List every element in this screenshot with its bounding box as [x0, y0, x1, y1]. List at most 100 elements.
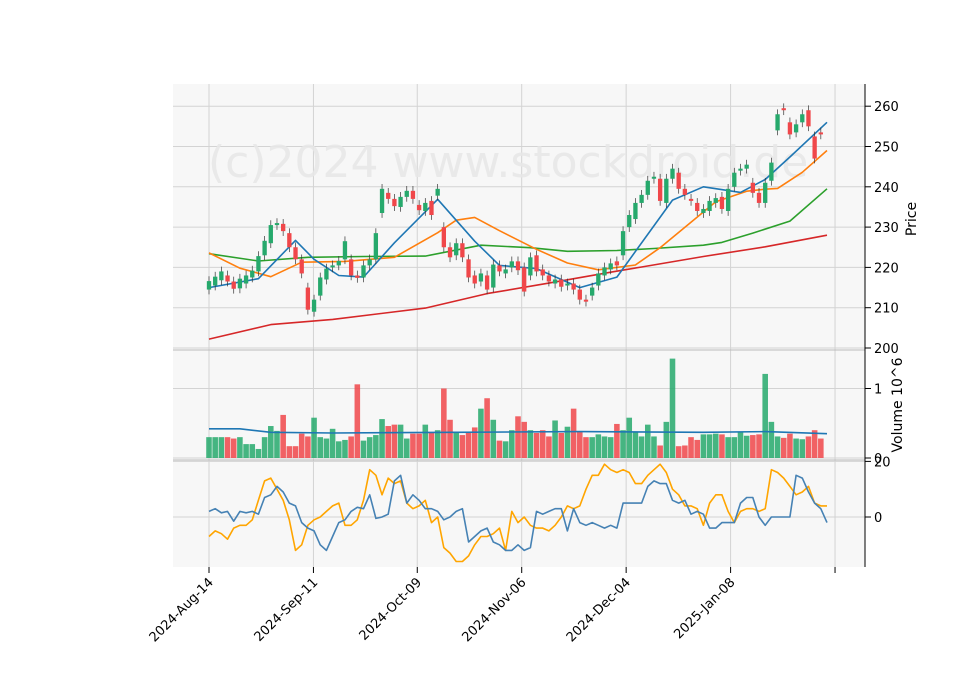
price-tick-label: 240	[874, 181, 899, 196]
volume-bar	[688, 437, 694, 458]
candle-body	[695, 202, 700, 211]
candle-body	[738, 168, 743, 171]
volume-bar	[212, 437, 218, 458]
volume-bar	[620, 430, 626, 458]
candle-body	[571, 283, 576, 290]
candle-body	[447, 247, 453, 258]
candle-body	[528, 257, 533, 276]
candle-body	[466, 259, 471, 278]
candle-body	[552, 279, 558, 284]
volume-bar	[465, 431, 472, 458]
candle-body	[559, 279, 564, 287]
candle-body	[318, 277, 323, 296]
candle-body	[596, 273, 601, 286]
candle-body	[491, 264, 496, 288]
volume-bar	[366, 437, 373, 458]
volume-bar	[416, 433, 422, 458]
candle-body	[732, 172, 737, 187]
candle-body	[614, 261, 620, 266]
candle-body	[577, 289, 582, 300]
candle-body	[398, 196, 403, 207]
volume-bar	[447, 419, 453, 458]
volume-bar	[694, 439, 701, 458]
candle-body	[602, 267, 607, 276]
volume-bar	[453, 432, 459, 458]
volume-bar	[675, 446, 682, 458]
volume-bar	[391, 424, 398, 458]
volume-bar	[292, 446, 299, 458]
volume-bar	[348, 436, 354, 458]
candle-body	[392, 198, 397, 207]
ma-slow-line	[208, 188, 828, 262]
volume-bar	[712, 433, 719, 458]
candle-body	[793, 124, 799, 133]
price-tick-label: 260	[874, 100, 899, 115]
candle-body	[484, 275, 490, 290]
volume-bar	[268, 426, 274, 458]
volume-bar	[762, 373, 768, 458]
volume-bar	[768, 421, 775, 458]
volume-bar	[342, 439, 348, 458]
volume-bar	[750, 435, 756, 458]
candle-body	[472, 275, 477, 284]
candle-body	[225, 275, 230, 282]
candle-body	[361, 265, 366, 278]
volume-bar	[539, 430, 546, 458]
price-tick-label: 210	[874, 302, 899, 317]
candle-body	[373, 233, 379, 260]
volume-bar	[607, 437, 614, 458]
candlesticks	[206, 103, 823, 317]
volume-bar	[274, 430, 280, 458]
candle-body	[231, 281, 236, 289]
volume-bar	[570, 408, 577, 458]
candle-body	[287, 233, 292, 248]
volume-bar	[441, 388, 447, 458]
candle-body	[429, 200, 434, 216]
volume-bar	[230, 438, 237, 458]
x-tick-label: 2025-Jan-08	[671, 575, 738, 642]
price-axis-label: Price	[904, 202, 920, 236]
volume-axis-label: Volume 10^6	[890, 357, 906, 452]
volume-bar	[224, 437, 231, 458]
volume-bar	[614, 423, 620, 458]
candle-body	[478, 273, 484, 282]
oscillator-main-line	[208, 474, 828, 552]
candle-body	[645, 180, 650, 195]
candle-body	[651, 176, 657, 179]
volume-bar	[583, 437, 589, 458]
volume-bar	[311, 417, 317, 458]
candle-body	[546, 275, 552, 282]
volume-bar	[478, 408, 484, 458]
oscillator-lines	[208, 463, 828, 563]
candle-body	[522, 267, 527, 292]
volume-bar	[255, 448, 262, 458]
volume-bar	[626, 417, 633, 458]
candle-body	[305, 287, 311, 310]
price-tick-label: 200	[874, 342, 899, 357]
candle-body	[701, 208, 706, 213]
candle-body	[812, 136, 817, 159]
candle-body	[676, 172, 681, 189]
volume-bar	[305, 436, 311, 458]
volume-bar	[410, 433, 416, 458]
volume-tick-label: 1	[874, 383, 882, 398]
volume-bar	[459, 435, 466, 458]
candle-body	[750, 182, 756, 193]
osc-tick-label: 20	[874, 455, 891, 470]
candle-body	[237, 278, 243, 289]
volume-bar	[471, 427, 478, 458]
candle-body	[608, 263, 613, 270]
volume-bar	[601, 436, 608, 458]
volume-bar	[385, 426, 392, 458]
candle-body	[627, 215, 632, 228]
candle-body	[299, 259, 304, 274]
candle-body	[589, 287, 595, 296]
watermark: (c)2024 www.stockdroid.de	[208, 137, 808, 188]
candle-body	[540, 269, 545, 276]
volume-bar	[632, 431, 639, 458]
volume-bar	[422, 424, 429, 458]
candle-body	[206, 281, 212, 290]
candle-body	[423, 202, 428, 211]
volume-bar	[360, 440, 367, 458]
volume-bar	[725, 437, 731, 458]
